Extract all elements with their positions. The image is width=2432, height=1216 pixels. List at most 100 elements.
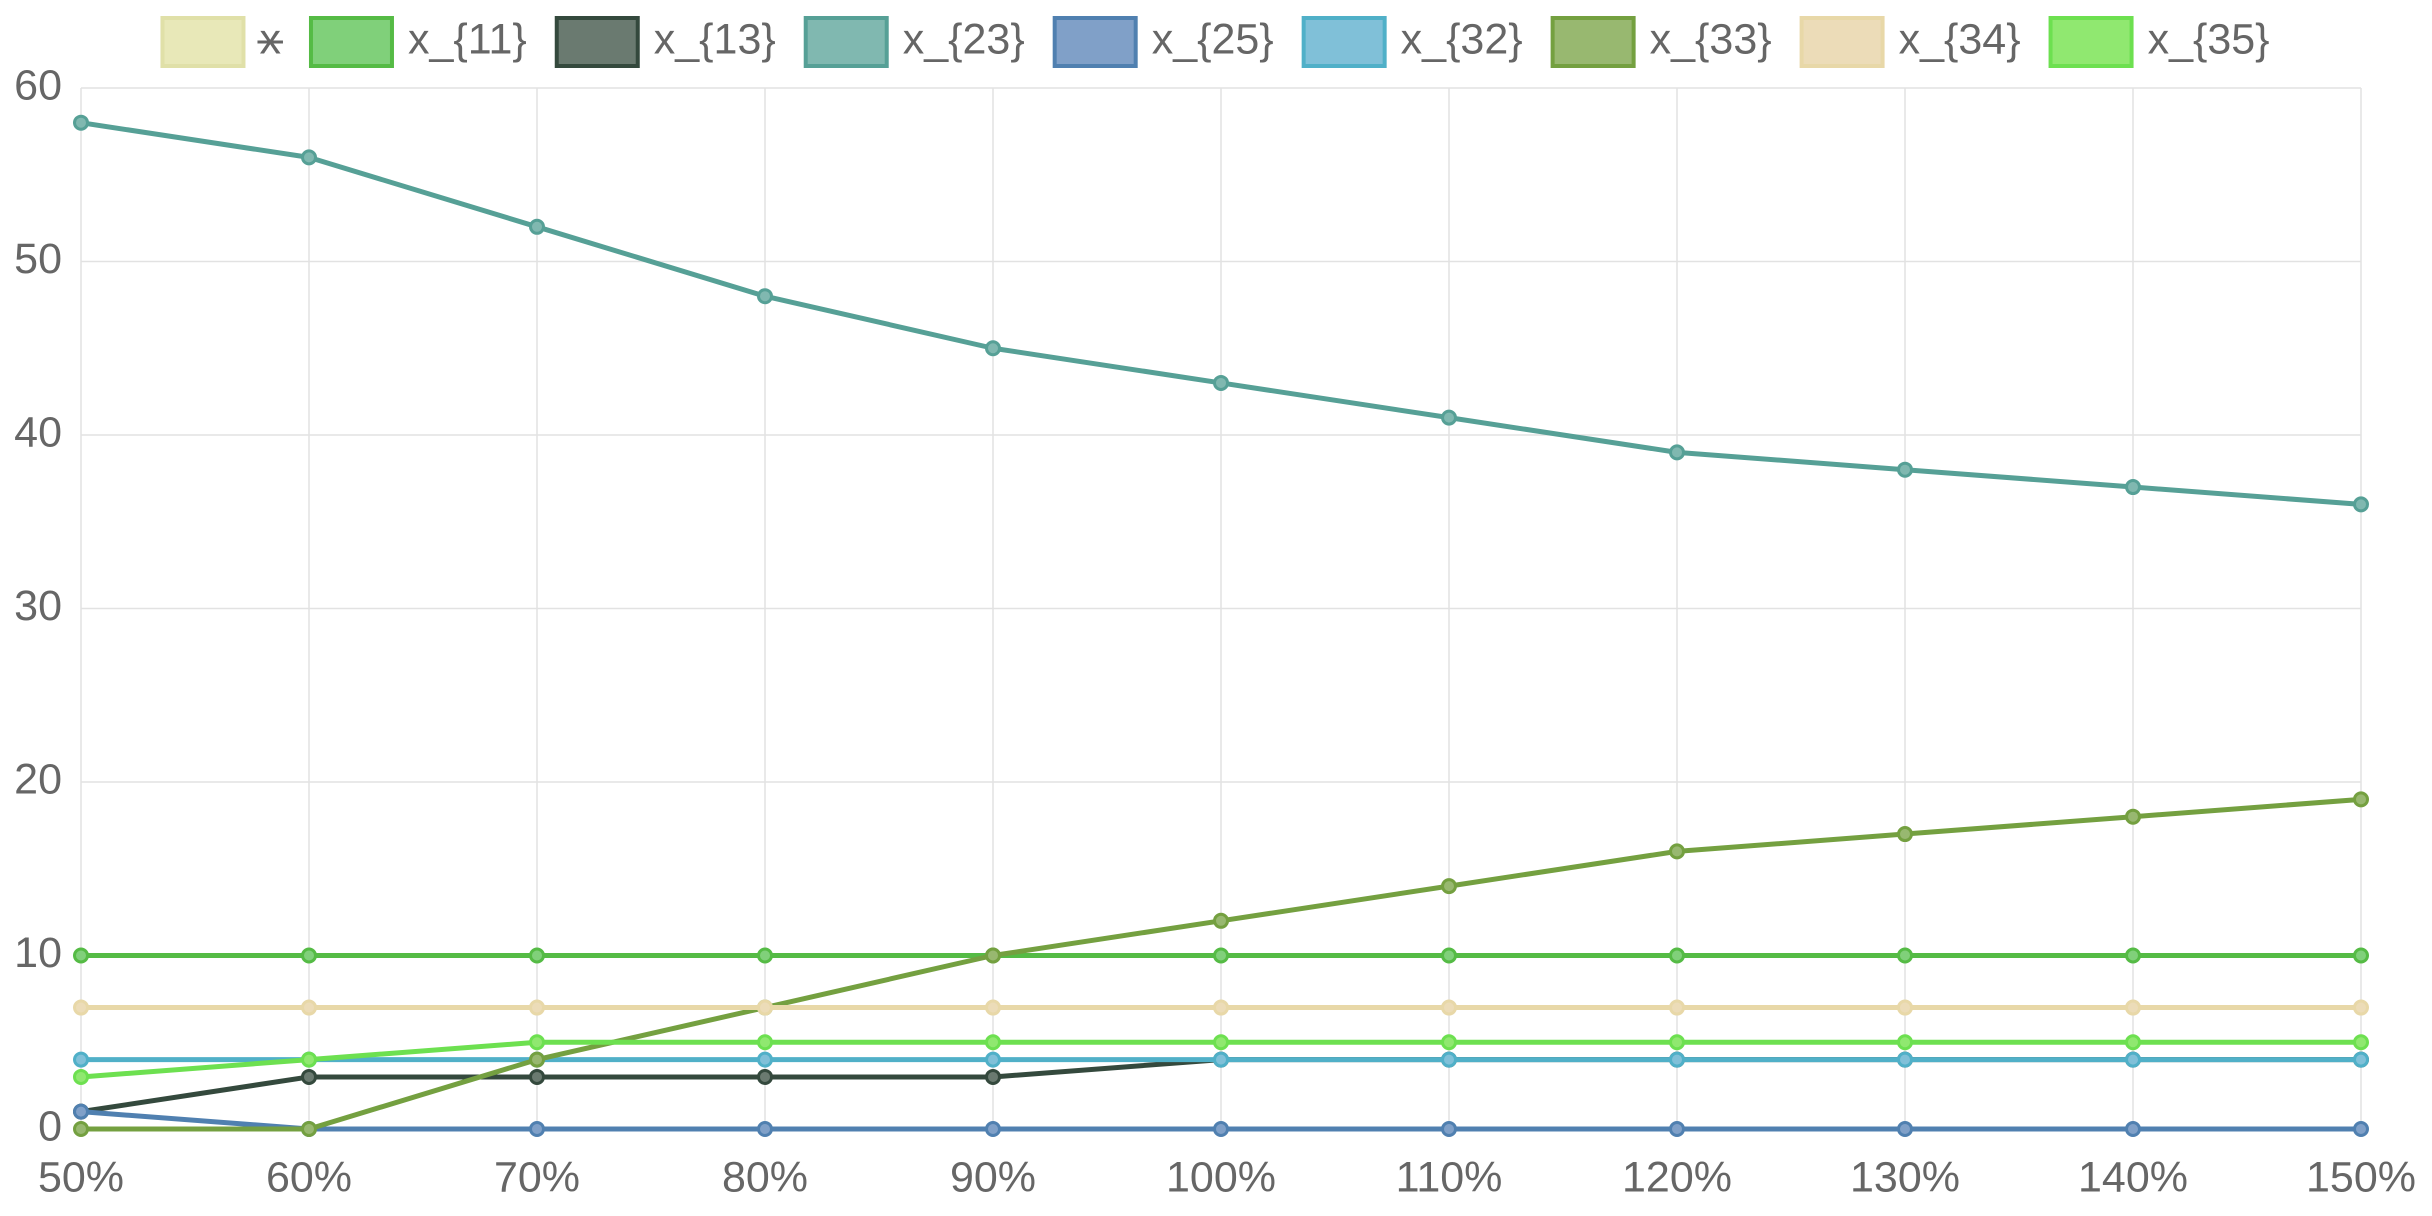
point (1669, 1034, 1685, 1051)
point (1441, 1121, 1457, 1137)
point (301, 149, 317, 166)
point (1897, 826, 1913, 843)
point (1897, 1034, 1913, 1051)
point (529, 999, 545, 1016)
point (2125, 479, 2141, 496)
legend-swatch (160, 16, 246, 68)
legend-item[interactable]: x (160, 15, 283, 68)
x-tick-label: 50% (38, 1153, 124, 1201)
point (985, 340, 1001, 357)
x-tick-label: 80% (722, 1153, 808, 1201)
point (2353, 999, 2369, 1016)
legend-item[interactable]: x_{33} (1550, 15, 1772, 68)
legend-item[interactable]: x_{25} (1052, 15, 1274, 68)
point (73, 999, 89, 1016)
point (73, 1121, 89, 1137)
point (2353, 791, 2369, 808)
point (529, 947, 545, 964)
legend-item[interactable]: x_{11} (308, 15, 527, 68)
point (2353, 947, 2369, 964)
point (1669, 947, 1685, 964)
point (985, 1068, 1001, 1085)
x-tick-label: 120% (1622, 1153, 1732, 1201)
x-tick-label: 130% (1850, 1153, 1960, 1201)
point (2125, 808, 2141, 825)
point (2353, 1034, 2369, 1051)
legend-item[interactable]: x_{34} (1799, 15, 2021, 68)
point (301, 1051, 317, 1068)
point (2125, 1034, 2141, 1051)
point (301, 947, 317, 964)
point (757, 1068, 773, 1085)
point (985, 999, 1001, 1016)
point (1897, 1051, 1913, 1068)
point (1213, 374, 1229, 391)
point (757, 999, 773, 1016)
point (985, 947, 1001, 964)
point (1441, 878, 1457, 895)
x-tick-label: 140% (2078, 1153, 2188, 1201)
point (1213, 1034, 1229, 1051)
point (529, 1034, 545, 1051)
point (1669, 1051, 1685, 1068)
point (1669, 999, 1685, 1016)
point (529, 1068, 545, 1085)
point (73, 947, 89, 964)
point (2125, 947, 2141, 964)
point (2353, 1051, 2369, 1068)
legend-swatch (308, 16, 394, 68)
legend-swatch (1301, 16, 1387, 68)
legend-label: x (259, 15, 281, 63)
legend-item[interactable]: x_{13} (554, 15, 776, 68)
legend-label: x_{35} (2148, 15, 2270, 63)
point (1669, 1121, 1685, 1137)
point (2125, 1051, 2141, 1068)
point (1213, 947, 1229, 964)
point (1441, 1051, 1457, 1068)
x-tick-label: 60% (266, 1153, 352, 1201)
point (757, 1121, 773, 1137)
point (985, 1121, 1001, 1137)
y-tick-label: 20 (14, 755, 62, 803)
point (73, 1051, 89, 1068)
legend-swatch (554, 16, 640, 68)
legend-label: x_{34} (1899, 15, 2021, 63)
point (1897, 1121, 1913, 1137)
point (1897, 999, 1913, 1016)
point (2353, 496, 2369, 513)
point (1213, 999, 1229, 1016)
point (529, 218, 545, 235)
point (1897, 947, 1913, 964)
point (985, 1051, 1001, 1068)
point (73, 1103, 89, 1120)
legend-label: x_{33} (1650, 15, 1772, 63)
point (73, 1068, 89, 1085)
point (1441, 1034, 1457, 1051)
legend-swatch (2048, 16, 2134, 68)
point (1213, 1051, 1229, 1068)
legend-item[interactable]: x_{23} (803, 15, 1025, 68)
x-tick-label: 90% (950, 1153, 1036, 1201)
point (1441, 999, 1457, 1016)
point (757, 1051, 773, 1068)
point (1897, 461, 1913, 478)
legend-item[interactable]: x_{32} (1301, 15, 1523, 68)
x-tick-label: 150% (2306, 1153, 2416, 1201)
point (1213, 1121, 1229, 1137)
x-tick-label: 70% (494, 1153, 580, 1201)
point (2353, 1121, 2369, 1137)
legend-label: x_{11} (408, 15, 527, 63)
point (301, 1068, 317, 1085)
y-tick-label: 50 (14, 235, 62, 283)
y-tick-label: 10 (14, 929, 62, 977)
x-tick-label: 110% (1396, 1153, 1503, 1201)
legend-item[interactable]: x_{35} (2048, 15, 2270, 68)
point (73, 114, 89, 131)
point (1213, 912, 1229, 929)
legend-swatch (1550, 16, 1636, 68)
point (757, 1034, 773, 1051)
legend-label: x_{13} (654, 15, 776, 63)
point (529, 1121, 545, 1137)
y-tick-label: 60 (14, 61, 62, 109)
